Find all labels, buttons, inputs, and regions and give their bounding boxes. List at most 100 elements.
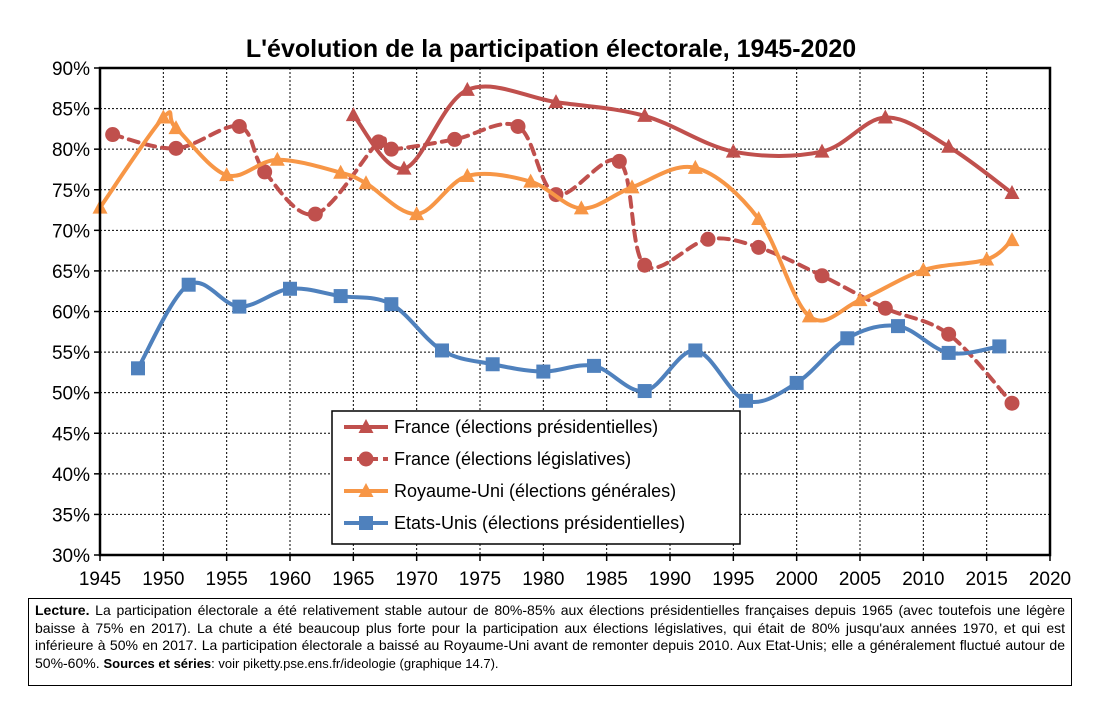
data-point-circle <box>307 206 323 222</box>
y-tick-label: 50% <box>52 384 90 405</box>
x-tick-label: 2015 <box>966 569 1008 590</box>
legend-label: Etats-Unis (élections présidentielles) <box>394 513 685 533</box>
x-tick-label: 2010 <box>902 569 944 590</box>
y-tick-label: 30% <box>52 546 90 567</box>
legend-swatch-marker <box>358 419 374 433</box>
data-point-square <box>435 343 449 358</box>
y-tick-label: 80% <box>52 140 90 161</box>
data-point-square <box>131 361 145 376</box>
data-point-square <box>485 357 500 372</box>
data-point-square <box>789 375 804 390</box>
series-line-3 <box>98 110 1014 323</box>
note-sources-text: : voir piketty.pse.ens.fr/ideologie (gra… <box>211 655 499 671</box>
data-point-triangle <box>396 160 412 175</box>
data-point-triangle <box>155 109 171 124</box>
data-point-triangle <box>358 175 374 190</box>
x-tick-label: 1945 <box>79 569 121 590</box>
data-point-square <box>536 364 551 379</box>
legend-swatch-marker <box>358 451 374 467</box>
x-tick-label: 1985 <box>586 569 628 590</box>
note-sources-label: Sources et séries <box>103 655 212 671</box>
data-point-triangle <box>751 210 767 225</box>
data-point-square <box>891 319 905 334</box>
y-tick-label: 70% <box>52 221 90 242</box>
legend-swatch-marker <box>358 483 374 497</box>
data-point-triangle <box>725 143 741 158</box>
data-point-square <box>840 331 855 346</box>
chart: L'évolution de la participation électora… <box>52 35 1071 590</box>
x-axis-ticks: 1945 1950 1955 1960 1965 1970 1975 1980 1985 1990… <box>79 555 1071 590</box>
series-line-2 <box>110 121 1014 406</box>
data-point-triangle <box>801 308 817 323</box>
legend: France (élections présidentielles) France… <box>331 410 741 545</box>
x-tick-label: 1970 <box>396 569 438 590</box>
y-tick-label: 60% <box>52 303 90 324</box>
data-point-circle <box>637 257 653 273</box>
data-point-circle <box>700 231 716 247</box>
data-point-triangle <box>573 200 589 215</box>
x-tick-label: 2000 <box>776 569 818 590</box>
y-tick-label: 55% <box>52 343 90 364</box>
data-point-triangle <box>687 159 703 174</box>
x-tick-label: 1965 <box>332 569 374 590</box>
data-point-circle <box>447 131 463 147</box>
x-tick-label: 2005 <box>839 569 881 590</box>
data-point-triangle <box>345 107 361 122</box>
data-point-triangle <box>814 143 830 158</box>
data-point-circle <box>168 140 184 156</box>
data-point-triangle <box>459 167 475 182</box>
x-tick-label: 1975 <box>459 569 501 590</box>
data-point-square <box>688 343 703 358</box>
data-point-triangle <box>168 120 184 135</box>
data-point-circle <box>371 134 387 150</box>
data-point-triangle <box>637 107 653 122</box>
y-tick-label: 45% <box>52 424 90 445</box>
data-point-triangle <box>523 173 539 188</box>
note-body: La participation électorale a été relati… <box>35 602 1065 671</box>
data-point-square <box>637 384 652 399</box>
data-point-triangle <box>459 81 475 96</box>
x-tick-label: 1960 <box>269 569 311 590</box>
x-tick-label: 1990 <box>649 569 691 590</box>
data-point-triangle <box>852 292 868 307</box>
series-3 <box>92 109 1020 323</box>
data-point-triangle <box>219 167 235 182</box>
data-point-triangle <box>333 164 349 179</box>
data-point-square <box>333 289 348 304</box>
data-point-circle <box>751 239 767 255</box>
data-point-square <box>739 393 753 408</box>
data-point-triangle <box>624 179 640 194</box>
data-point-circle <box>877 300 893 316</box>
x-tick-label: 1995 <box>712 569 754 590</box>
y-tick-label: 75% <box>52 181 90 202</box>
reading-note: Lecture. La participation électorale a é… <box>28 598 1072 686</box>
data-point-square <box>941 345 956 360</box>
legend-label: France (élections présidentielles) <box>394 417 658 437</box>
data-point-circle <box>941 326 957 342</box>
data-point-triangle <box>1004 184 1020 199</box>
series-4 <box>131 277 1007 408</box>
data-point-circle <box>1004 395 1020 411</box>
chart-title: L'évolution de la participation électora… <box>246 35 856 63</box>
data-point-circle <box>383 141 399 157</box>
legend-label: Royaume-Uni (élections générales) <box>394 481 676 501</box>
data-point-square <box>181 277 196 292</box>
data-point-triangle <box>548 94 564 109</box>
series-line-1 <box>351 84 1014 195</box>
legend-swatch-marker <box>359 516 373 530</box>
series-layer <box>92 81 1020 411</box>
y-tick-label: 90% <box>52 59 90 80</box>
data-point-circle <box>105 127 121 143</box>
data-point-triangle <box>1004 232 1020 247</box>
data-point-square <box>384 297 399 312</box>
x-tick-label: 1950 <box>142 569 184 590</box>
data-point-circle <box>510 118 526 134</box>
data-point-square <box>283 281 297 296</box>
data-point-square <box>232 299 247 314</box>
x-tick-label: 1980 <box>522 569 564 590</box>
legend-box <box>331 410 741 545</box>
x-tick-label: 2020 <box>1029 569 1071 590</box>
data-point-circle <box>231 118 247 134</box>
data-point-circle <box>257 164 273 180</box>
data-point-triangle <box>915 262 931 277</box>
